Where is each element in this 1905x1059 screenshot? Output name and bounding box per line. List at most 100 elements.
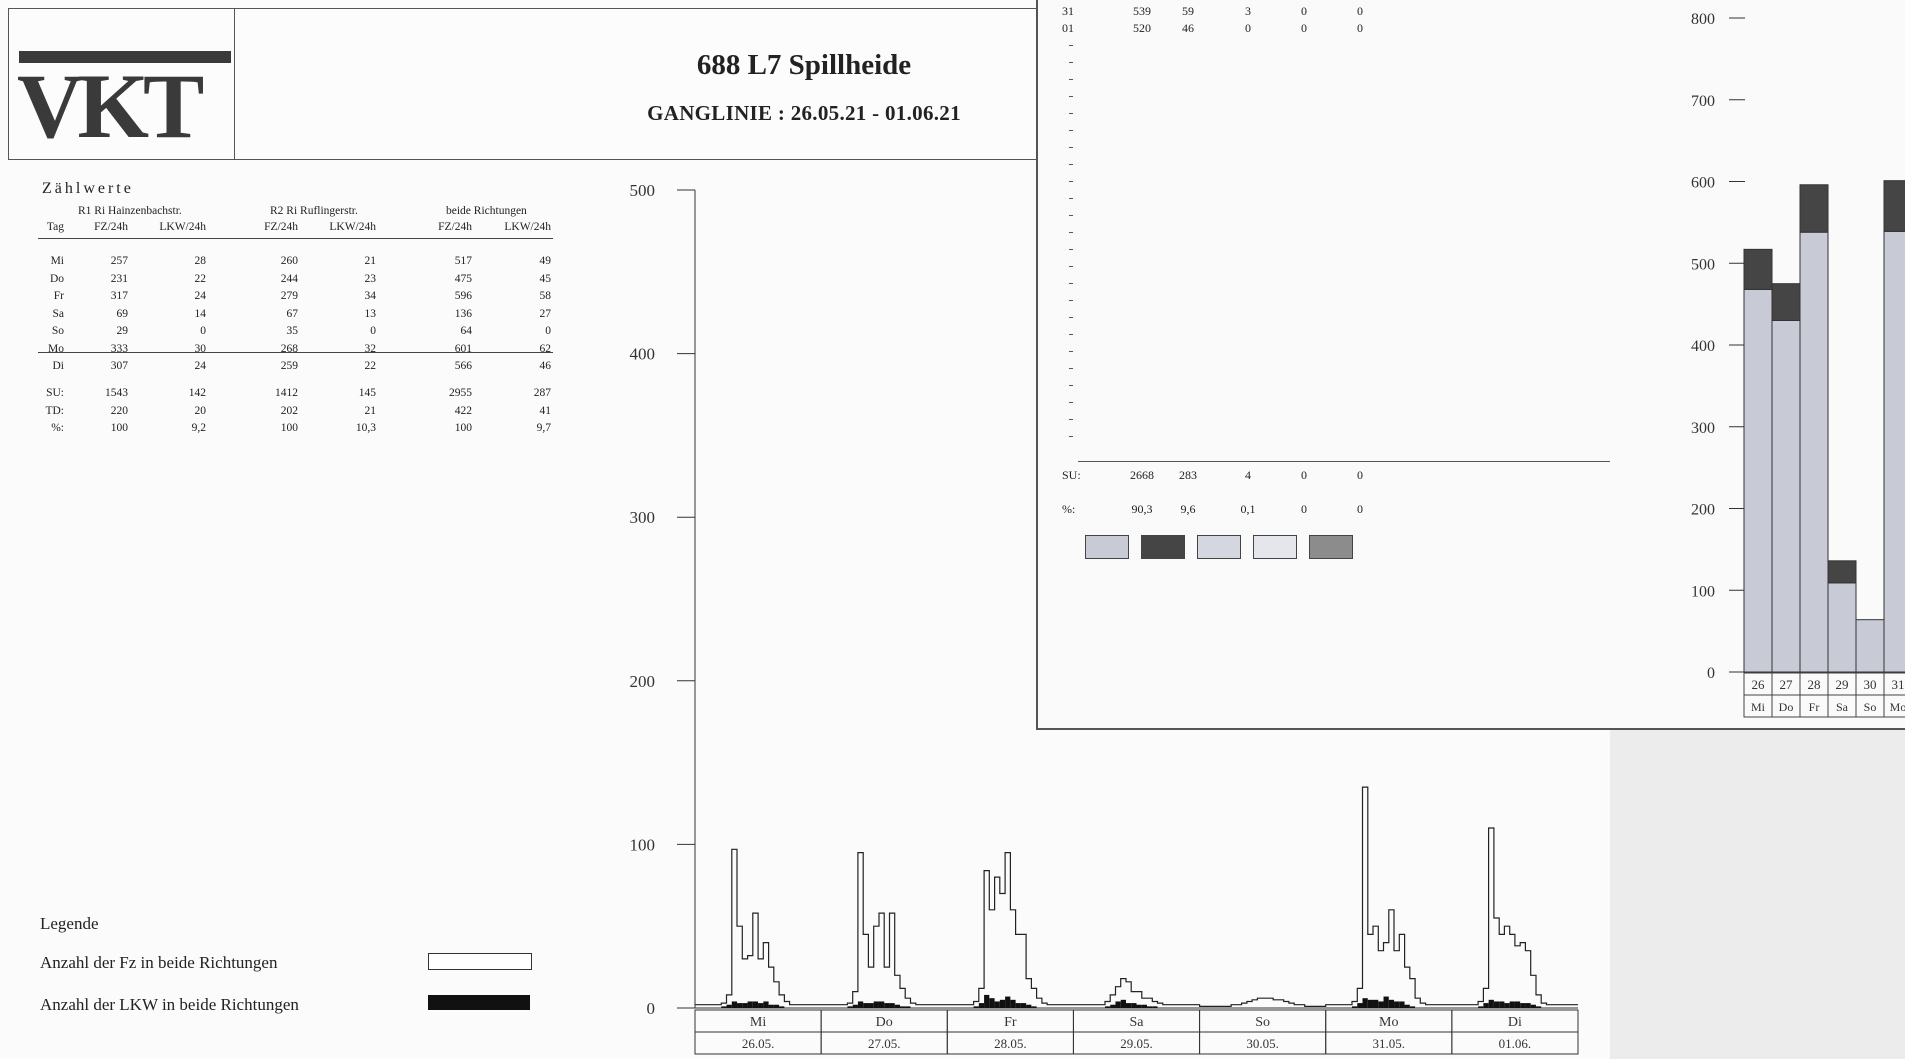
- bar-fz: [1799, 231, 1829, 673]
- lkw-hour-bar: [1404, 1004, 1410, 1008]
- overlay-row-cell: 31: [1062, 4, 1074, 18]
- lkw-hour-bar: [1104, 1006, 1111, 1008]
- color-swatch: [1085, 535, 1129, 559]
- overlay-sum-cell: 4: [1245, 468, 1251, 482]
- y-tick-label: 800: [1691, 11, 1715, 28]
- table-row-cell: 260: [280, 255, 298, 267]
- dash-mark: [1069, 249, 1073, 250]
- color-swatch: [1253, 535, 1297, 559]
- dash-mark: [1069, 62, 1073, 63]
- overlay-row-cell: 0: [1301, 4, 1307, 18]
- overlay-row-cell: 59: [1182, 4, 1194, 18]
- lkw-hour-bar: [1378, 1001, 1384, 1008]
- dash-mark: [1069, 351, 1073, 352]
- dash-mark: [1069, 300, 1073, 301]
- date-cell: [1451, 1031, 1579, 1055]
- summary-row-cell: SU:: [46, 387, 64, 399]
- date-label: 01.06.: [1499, 1036, 1532, 1051]
- dash-mark: [1069, 79, 1073, 80]
- lkw-hour-bar: [1383, 996, 1389, 1008]
- date-label: 26.05.: [742, 1036, 775, 1051]
- lkw-hour-bar: [779, 1006, 785, 1008]
- bar-fz: [1855, 619, 1885, 673]
- day-label: Do: [876, 1015, 893, 1030]
- overlay-row-cell: 01: [1062, 21, 1074, 35]
- lkw-hour-bar: [863, 1003, 869, 1008]
- summary-row-cell: TD:: [45, 404, 64, 417]
- y-tick-label: 0: [647, 999, 656, 1018]
- date-label: 31.05.: [1373, 1036, 1406, 1051]
- overlay-row-cell: 0: [1245, 21, 1251, 35]
- summary-row-cell: 287: [533, 387, 551, 399]
- lkw-hour-bar: [1535, 1006, 1542, 1008]
- dash-mark: [1069, 402, 1073, 403]
- summary-row-cell: 41: [539, 404, 552, 417]
- lkw-hour-bar: [1136, 1004, 1142, 1008]
- lkw-hour-bar: [1152, 1006, 1158, 1008]
- lkw-hour-bar: [973, 1006, 979, 1008]
- lkw-hour-bar: [852, 1004, 858, 1008]
- column-header: FZ/24h: [264, 221, 298, 233]
- day-label: Do: [1779, 700, 1794, 714]
- summary-row-cell: 1543: [105, 387, 128, 399]
- category-label: 30: [1864, 677, 1877, 692]
- overlay-sum-cell: 283: [1179, 468, 1197, 482]
- dash-mark: [1069, 368, 1073, 369]
- table-row-cell: 62: [539, 342, 552, 355]
- lkw-hour-bar: [1504, 1003, 1510, 1008]
- dash-mark: [1069, 45, 1073, 46]
- day-label: Sa: [1130, 1015, 1145, 1030]
- table-row-cell: 0: [370, 325, 376, 337]
- y-tick-label: 400: [1691, 338, 1715, 355]
- table-row-cell: 231: [110, 272, 128, 285]
- ganglinie-chart: 0100200300400500Mi26.05.Do27.05.Fr28.05.…: [630, 181, 1579, 1055]
- overlay-percent-cell: %:: [1062, 502, 1076, 516]
- day-label: Mi: [1751, 700, 1766, 714]
- date-label: 30.05.: [1246, 1036, 1279, 1051]
- logo-cell: VKT: [9, 9, 235, 159]
- table-row-cell: 29: [116, 325, 129, 337]
- table-row-cell: 67: [286, 307, 299, 320]
- lkw-hour-bar: [1141, 1004, 1148, 1008]
- summary-row-cell: 20: [194, 404, 207, 417]
- y-tick-label: 100: [630, 835, 656, 854]
- color-swatch: [1141, 535, 1185, 559]
- lkw-hour-bar: [1409, 1006, 1416, 1008]
- summary-row-cell: 100: [454, 422, 472, 434]
- bar-lkw: [1883, 180, 1905, 232]
- y-tick-label: 300: [630, 508, 656, 527]
- date-label: 28.05.: [994, 1036, 1027, 1051]
- column-header: Tag: [46, 221, 64, 233]
- logo-text: VKT: [17, 55, 203, 157]
- overlay-sum-cell: 0: [1301, 468, 1307, 482]
- lkw-hour-bar: [1005, 996, 1011, 1008]
- lkw-hour-bar: [984, 994, 990, 1008]
- dash-mark: [1069, 419, 1073, 420]
- dash-mark: [1069, 113, 1073, 114]
- summary-row-cell: 202: [280, 404, 298, 417]
- table-row-cell: 601: [454, 342, 472, 355]
- y-tick-label: 400: [630, 345, 656, 364]
- lkw-hour-bar: [1020, 1003, 1027, 1008]
- lkw-hour-bar: [978, 1003, 985, 1008]
- dash-mark: [1069, 181, 1073, 182]
- table-row-cell: Mi: [50, 255, 64, 267]
- lkw-hour-bar: [868, 1003, 874, 1008]
- table-row-cell: Di: [52, 360, 65, 372]
- group-header-both: beide Richtungen: [446, 205, 527, 217]
- y-tick-label: 200: [630, 672, 656, 691]
- page-title: 688 L7 Spillheide: [696, 49, 912, 81]
- lkw-hour-bar: [1367, 999, 1374, 1008]
- day-label: Mi: [750, 1015, 766, 1030]
- overlay-percent-cell: 9,6: [1180, 502, 1196, 516]
- vkt-logo: VKT: [17, 51, 231, 157]
- lkw-hour-bar: [1026, 1004, 1032, 1008]
- table-row-cell: 244: [280, 272, 298, 285]
- lkw-hour-bar: [1483, 1003, 1489, 1008]
- overlay-sum-cell: 0: [1357, 468, 1363, 482]
- overlay-sum-cell: 2668: [1130, 468, 1154, 482]
- day-label: So: [1864, 700, 1877, 714]
- lkw-hour-bar: [1509, 1001, 1515, 1008]
- table-row-cell: Mo: [48, 342, 64, 355]
- lkw-hour-bar: [905, 1006, 911, 1008]
